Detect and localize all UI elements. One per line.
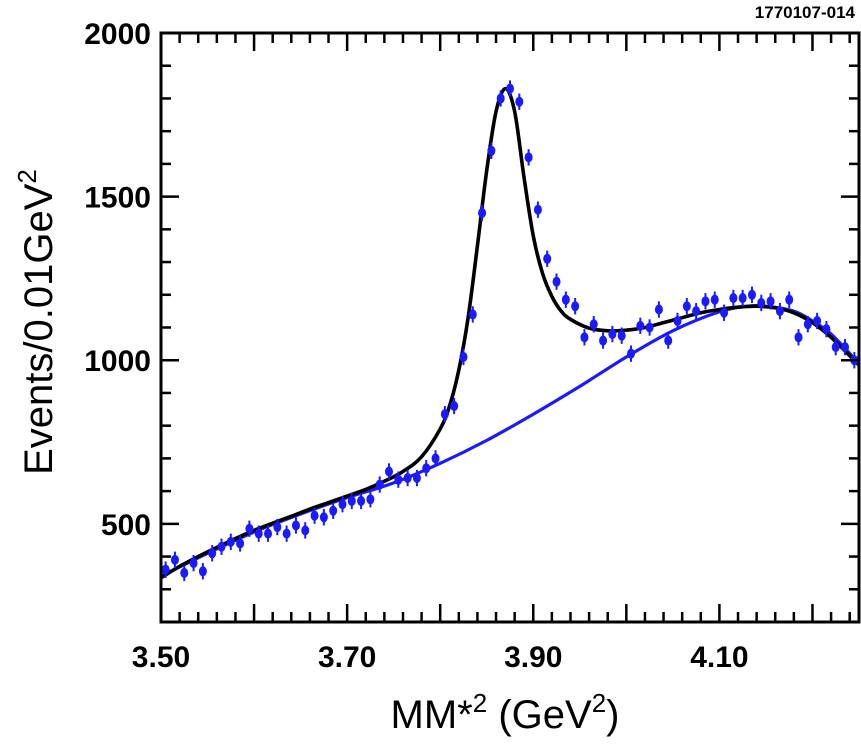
data-point bbox=[264, 528, 273, 539]
data-point bbox=[626, 348, 635, 359]
data-point bbox=[692, 306, 701, 317]
x-axis-title-close: ) bbox=[606, 693, 619, 737]
data-point bbox=[766, 296, 775, 307]
data-point bbox=[282, 528, 291, 539]
data-point bbox=[440, 409, 449, 420]
data-point bbox=[552, 276, 561, 287]
data-point bbox=[170, 554, 179, 565]
data-point bbox=[524, 152, 533, 163]
data-point bbox=[217, 541, 226, 552]
data-point bbox=[841, 342, 850, 353]
total-fit-curve bbox=[161, 86, 859, 580]
y-axis-title-main: Events/0.01GeV bbox=[17, 183, 61, 475]
data-point bbox=[487, 145, 496, 156]
data-point bbox=[589, 319, 598, 330]
data-point bbox=[757, 297, 766, 308]
data-point bbox=[478, 207, 487, 218]
y-tick-label: 1000 bbox=[84, 345, 151, 378]
data-point bbox=[319, 512, 328, 523]
data-point bbox=[533, 204, 542, 215]
data-point bbox=[822, 324, 831, 335]
data-point bbox=[226, 536, 235, 547]
data-point bbox=[794, 332, 803, 343]
data-point bbox=[654, 304, 663, 315]
data-point bbox=[245, 523, 254, 534]
data-point bbox=[301, 525, 310, 536]
data-point bbox=[720, 307, 729, 318]
x-axis-title-sup: 2 bbox=[473, 688, 487, 718]
data-point bbox=[366, 494, 375, 505]
data-point bbox=[412, 473, 421, 484]
data-point bbox=[198, 566, 207, 577]
y-tick-label: 500 bbox=[101, 509, 151, 542]
data-point bbox=[682, 301, 691, 312]
data-point bbox=[208, 548, 217, 559]
data-point bbox=[347, 495, 356, 506]
data-point bbox=[561, 294, 570, 305]
data-point bbox=[710, 294, 719, 305]
data-point bbox=[543, 253, 552, 264]
y-tick-label: 1500 bbox=[84, 182, 151, 215]
x-axis-title-main: MM* bbox=[391, 693, 473, 737]
data-point bbox=[729, 293, 738, 304]
data-point bbox=[580, 332, 589, 343]
x-tick-label: 3.50 bbox=[132, 641, 190, 674]
data-point bbox=[608, 329, 617, 340]
y-tick-label: 2000 bbox=[84, 18, 151, 51]
figure-id: 1770107-014 bbox=[755, 3, 856, 22]
data-point bbox=[803, 319, 812, 330]
data-point bbox=[813, 315, 822, 326]
data-point bbox=[747, 289, 756, 300]
data-point bbox=[273, 522, 282, 533]
y-axis-title-sup: 2 bbox=[12, 169, 42, 183]
data-point bbox=[599, 335, 608, 346]
x-axis-title-unit-sup: 2 bbox=[592, 688, 606, 718]
plot-area bbox=[161, 80, 859, 582]
x-axis-title-unit: (GeV bbox=[487, 693, 592, 737]
data-point bbox=[385, 466, 394, 477]
data-point bbox=[310, 510, 319, 521]
x-tick-label: 3.70 bbox=[318, 641, 376, 674]
data-point bbox=[375, 479, 384, 490]
data-point bbox=[673, 315, 682, 326]
data-point bbox=[357, 495, 366, 506]
y-axis-title: Events/0.01GeV2 bbox=[12, 169, 61, 475]
axis-ticks: 500 1000 1500 2000 3.50 3.70 3.90 4.10 bbox=[84, 18, 859, 674]
data-point bbox=[571, 301, 580, 312]
data-point bbox=[236, 538, 245, 549]
data-point bbox=[254, 528, 263, 539]
data-point bbox=[701, 296, 710, 307]
data-point bbox=[775, 306, 784, 317]
data-point bbox=[422, 463, 431, 474]
x-tick-label: 4.10 bbox=[690, 641, 748, 674]
data-point bbox=[831, 342, 840, 353]
data-point bbox=[459, 351, 468, 362]
data-point bbox=[506, 83, 514, 94]
data-point bbox=[189, 558, 198, 569]
data-point bbox=[180, 567, 189, 578]
data-point bbox=[394, 474, 403, 485]
data-point bbox=[636, 320, 645, 331]
x-tick-label: 3.90 bbox=[504, 641, 562, 674]
data-point bbox=[515, 96, 524, 107]
x-axis-title: MM*2 (GeV2) bbox=[391, 688, 620, 737]
data-point bbox=[403, 473, 412, 484]
data-point bbox=[329, 505, 338, 516]
data-point bbox=[645, 322, 654, 333]
data-point bbox=[617, 330, 626, 341]
data-point bbox=[664, 335, 673, 346]
data-point bbox=[431, 453, 440, 464]
data-point bbox=[496, 93, 505, 104]
data-point bbox=[738, 293, 747, 304]
data-point bbox=[291, 520, 300, 531]
plot-content bbox=[161, 80, 859, 582]
data-point bbox=[450, 401, 459, 412]
data-point bbox=[468, 309, 477, 320]
data-point bbox=[161, 564, 170, 575]
data-point bbox=[338, 499, 347, 510]
data-point bbox=[785, 294, 794, 305]
